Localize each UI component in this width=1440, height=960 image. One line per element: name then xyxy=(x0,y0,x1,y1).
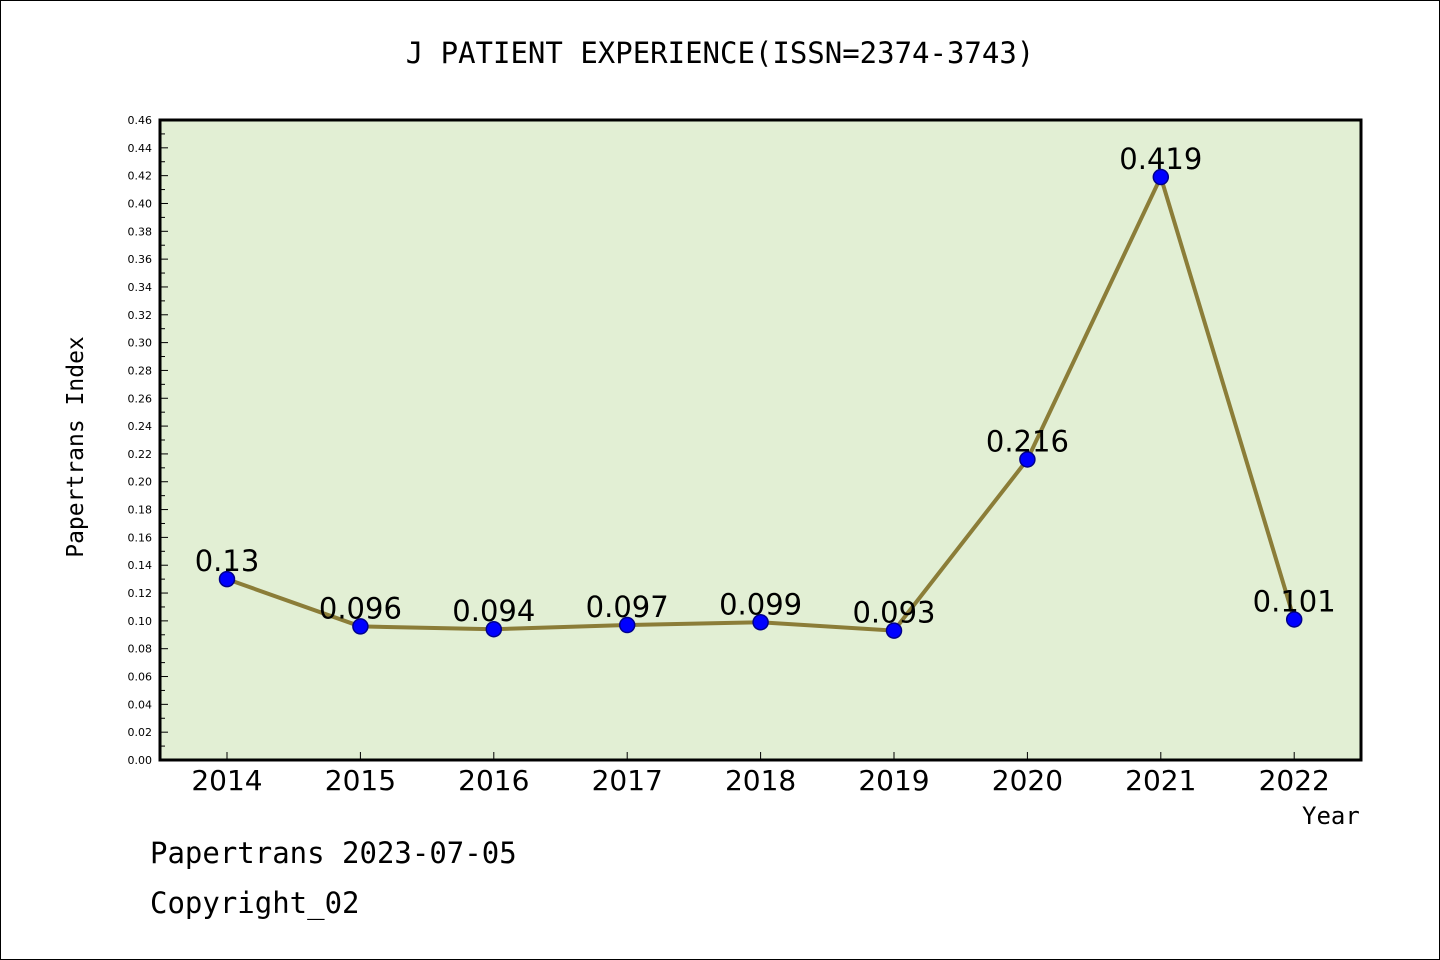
x-axis: 2014 2015 2016 2017 2018 2019 2020 2021 2022 xyxy=(191,752,1330,797)
y-tick-label: 0.30 xyxy=(128,337,153,350)
y-tick-label: 0.04 xyxy=(128,698,153,711)
data-point xyxy=(1152,168,1170,186)
y-tick-label: 0.28 xyxy=(128,364,153,377)
y-axis: 0.00 0.02 0.04 0.06 0.08 0.10 0.12 0.14 0.16 0.18… xyxy=(128,114,168,767)
data-label: 0.13 xyxy=(195,544,260,578)
y-tick-label: 0.38 xyxy=(128,225,153,238)
data-point xyxy=(1285,611,1303,628)
x-tick-label: 2019 xyxy=(858,764,929,797)
y-tick-label: 0.44 xyxy=(128,142,153,155)
chart-title: J PATIENT EXPERIENCE(ISSN=2374-3743) xyxy=(405,36,1035,70)
data-label: 0.216 xyxy=(986,424,1069,458)
y-tick-label: 0.02 xyxy=(128,726,153,739)
footer-copyright: Copyright_02 xyxy=(150,886,360,920)
x-tick-label: 2021 xyxy=(1125,764,1196,797)
y-axis-label: Papertrans Index xyxy=(63,336,89,558)
x-tick-label: 2018 xyxy=(725,764,796,797)
y-tick-label: 0.08 xyxy=(128,643,153,656)
y-tick-label: 0.10 xyxy=(128,615,153,628)
x-tick-label: 2020 xyxy=(992,764,1063,797)
data-label: 0.094 xyxy=(452,594,535,628)
data-point xyxy=(885,622,903,639)
data-point xyxy=(218,570,236,588)
data-label: 0.093 xyxy=(852,596,935,630)
data-markers xyxy=(218,168,1303,639)
y-tick-label: 0.46 xyxy=(128,114,153,127)
y-tick-label: 0.14 xyxy=(128,559,153,572)
y-tick-label: 0.22 xyxy=(128,448,153,461)
data-point xyxy=(1019,451,1036,468)
y-tick-label: 0.26 xyxy=(128,392,153,405)
data-label: 0.096 xyxy=(319,591,402,625)
data-point xyxy=(352,618,369,635)
y-tick-label: 0.32 xyxy=(128,309,153,322)
x-tick-label: 2022 xyxy=(1259,764,1330,797)
data-point xyxy=(485,620,503,638)
x-axis-label: Year xyxy=(1302,802,1360,830)
data-label: 0.099 xyxy=(719,587,802,621)
y-tick-label: 0.42 xyxy=(128,170,153,183)
y-tick-label: 0.24 xyxy=(128,420,153,433)
x-tick-label: 2017 xyxy=(592,764,663,797)
data-point xyxy=(752,614,769,631)
x-tick-label: 2016 xyxy=(458,764,529,797)
x-tick-label: 2015 xyxy=(325,764,396,797)
data-label: 0.101 xyxy=(1253,584,1336,618)
y-tick-label: 0.34 xyxy=(128,281,153,294)
y-tick-label: 0.36 xyxy=(128,253,153,266)
y-tick-label: 0.20 xyxy=(128,476,153,489)
y-tick-label: 0.12 xyxy=(128,587,153,600)
footer-date: Papertrans 2023-07-05 xyxy=(150,836,517,870)
y-tick-label: 0.18 xyxy=(128,504,153,517)
y-tick-label: 0.00 xyxy=(128,754,153,767)
y-tick-label: 0.16 xyxy=(128,531,153,544)
x-tick-label: 2014 xyxy=(191,764,262,797)
data-label: 0.097 xyxy=(586,590,669,624)
plot-area xyxy=(158,118,1363,762)
data-label: 0.419 xyxy=(1119,142,1202,176)
data-labels: 0.13 0.096 0.094 0.097 0.099 0.093 0.216 0.419 0… xyxy=(195,142,1336,630)
y-tick-label: 0.40 xyxy=(128,197,153,210)
data-point xyxy=(618,616,636,634)
y-tick-label: 0.06 xyxy=(128,671,153,684)
